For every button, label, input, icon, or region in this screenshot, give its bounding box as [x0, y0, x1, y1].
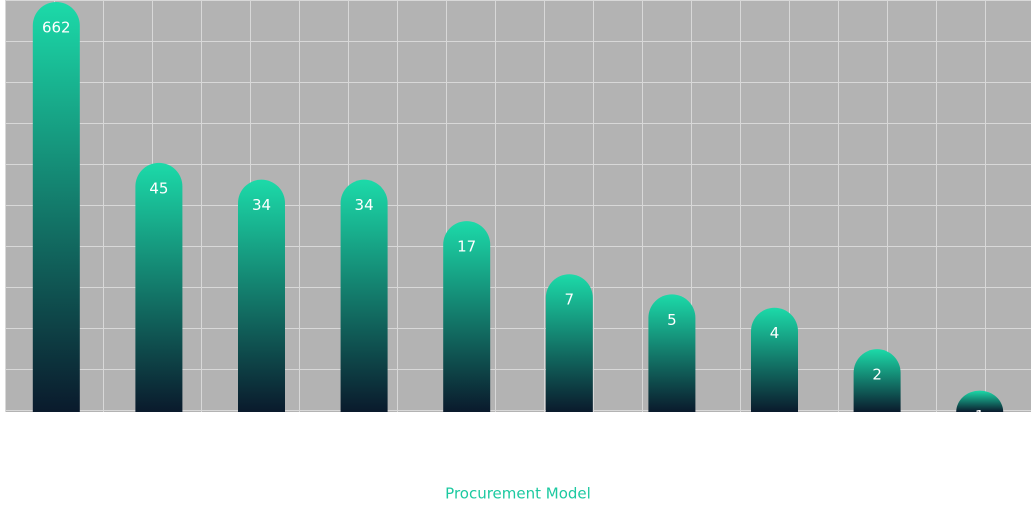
x-axis-label: Procurement Model — [445, 485, 591, 503]
bar — [443, 221, 491, 412]
value-label: 34 — [355, 196, 374, 214]
bar — [853, 349, 901, 412]
value-label: 1 — [975, 407, 985, 425]
bar — [32, 1, 80, 412]
bar — [238, 179, 285, 412]
value-label: 662 — [42, 19, 71, 37]
value-label: 2 — [872, 366, 882, 384]
value-label: 17 — [457, 238, 476, 256]
bar — [648, 294, 696, 412]
value-label: 45 — [149, 179, 168, 197]
value-label: 34 — [252, 196, 271, 214]
bar — [751, 307, 798, 412]
value-label: 5 — [667, 311, 677, 329]
value-label: 4 — [770, 324, 780, 342]
bar — [135, 162, 183, 412]
bar — [545, 274, 593, 412]
bar — [956, 390, 1004, 412]
value-label: 7 — [565, 291, 575, 309]
bar — [340, 179, 388, 412]
